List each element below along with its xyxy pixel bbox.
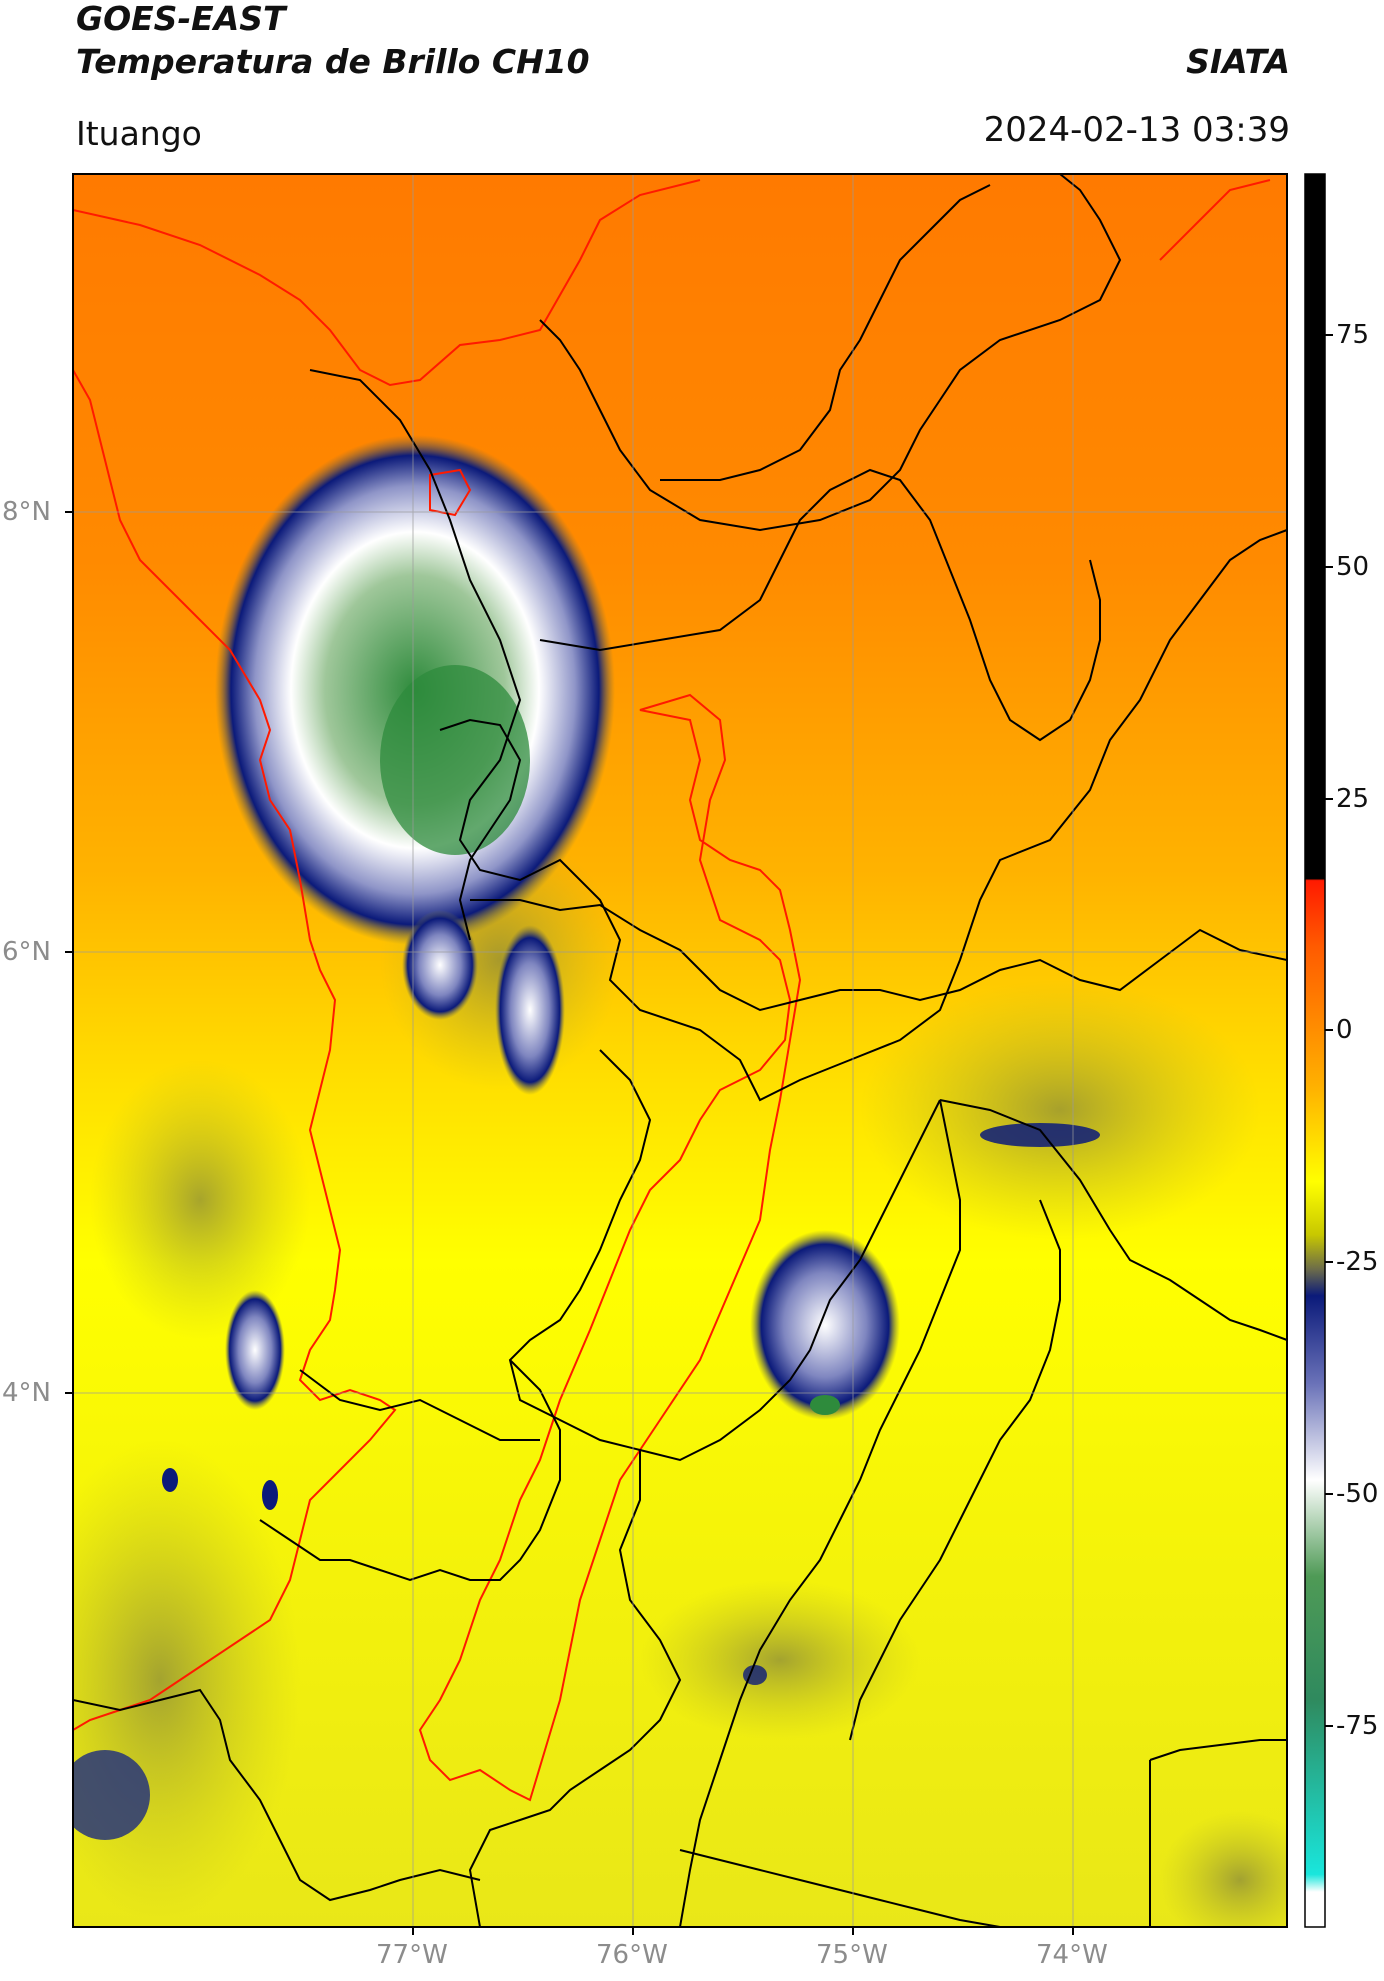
lon-label-74: 74°W: [1036, 1940, 1108, 1970]
department-boundary: [508, 1049, 941, 1462]
red-boundary-coast-west: [73, 369, 397, 1731]
department-boundary: [679, 1099, 961, 1927]
cloud-haze: [90, 1060, 310, 1340]
cloud-haze: [640, 1580, 920, 1740]
red-boundary-coast-ne: [1159, 179, 1271, 261]
department-boundary: [299, 1369, 540, 1441]
storm-secondary-core: [810, 1395, 840, 1415]
department-boundary: [259, 1359, 561, 1582]
lat-label-4: 4°N: [2, 1378, 51, 1408]
lon-label-76: 76°W: [596, 1940, 668, 1970]
department-boundary: [470, 899, 1287, 1012]
department-boundary: [679, 1849, 1001, 1927]
cloud-haze: [1160, 1810, 1287, 1927]
department-boundary: [73, 1688, 481, 1902]
storm-secondary: [750, 1230, 900, 1420]
organization-label: SIATA: [1186, 42, 1290, 81]
colorbar-tick-minus50: -50: [1336, 1479, 1379, 1509]
department-boundary: [309, 369, 1287, 1102]
department-boundary: [539, 468, 1101, 742]
cloud-cell: [262, 1480, 278, 1510]
cloud-cell: [225, 1290, 285, 1410]
cloud-cell: [162, 1468, 178, 1492]
department-boundary: [939, 1099, 1287, 1341]
colorbar-tick-minus25: -25: [1336, 1247, 1379, 1277]
colorbar-tick-75: 75: [1336, 320, 1370, 350]
department-boundary: [439, 718, 522, 941]
storm-tail: [495, 925, 565, 1095]
satellite-title: GOES-EAST: [76, 0, 286, 38]
department-boundary: [660, 184, 991, 481]
storm-tail: [402, 910, 478, 1020]
cloud-cell: [980, 1123, 1100, 1147]
colorbar-tick-50: 50: [1336, 552, 1370, 582]
region-label: Ituango: [76, 114, 202, 153]
map-frame: [72, 173, 1288, 1928]
lat-label-6: 6°N: [2, 937, 51, 967]
department-boundary: [539, 174, 1122, 532]
department-boundary: [1149, 1739, 1287, 1761]
cloud-haze: [73, 1440, 300, 1920]
colorbar-tick-0: 0: [1336, 1015, 1353, 1045]
datetime-label: 2024-02-13 03:39: [983, 110, 1290, 150]
red-boundary-basin: [418, 693, 802, 1802]
cloud-cell: [73, 1750, 150, 1840]
lon-label-75: 75°W: [816, 1940, 888, 1970]
product-title: Temperatura de Brillo CH10: [76, 42, 590, 81]
department-boundary: [468, 1450, 682, 1927]
colorbar: [1304, 173, 1326, 1928]
lon-label-77: 77°W: [376, 1940, 448, 1970]
cloud-haze: [860, 980, 1260, 1240]
red-boundary-lake: [429, 468, 472, 517]
storm-core: [380, 665, 530, 855]
colorbar-tick-minus75: -75: [1336, 1711, 1379, 1741]
red-boundary-coast: [73, 179, 701, 387]
colorbar-tick-25: 25: [1336, 784, 1370, 814]
lat-label-8: 8°N: [2, 497, 51, 527]
department-boundary: [849, 1199, 1061, 1741]
